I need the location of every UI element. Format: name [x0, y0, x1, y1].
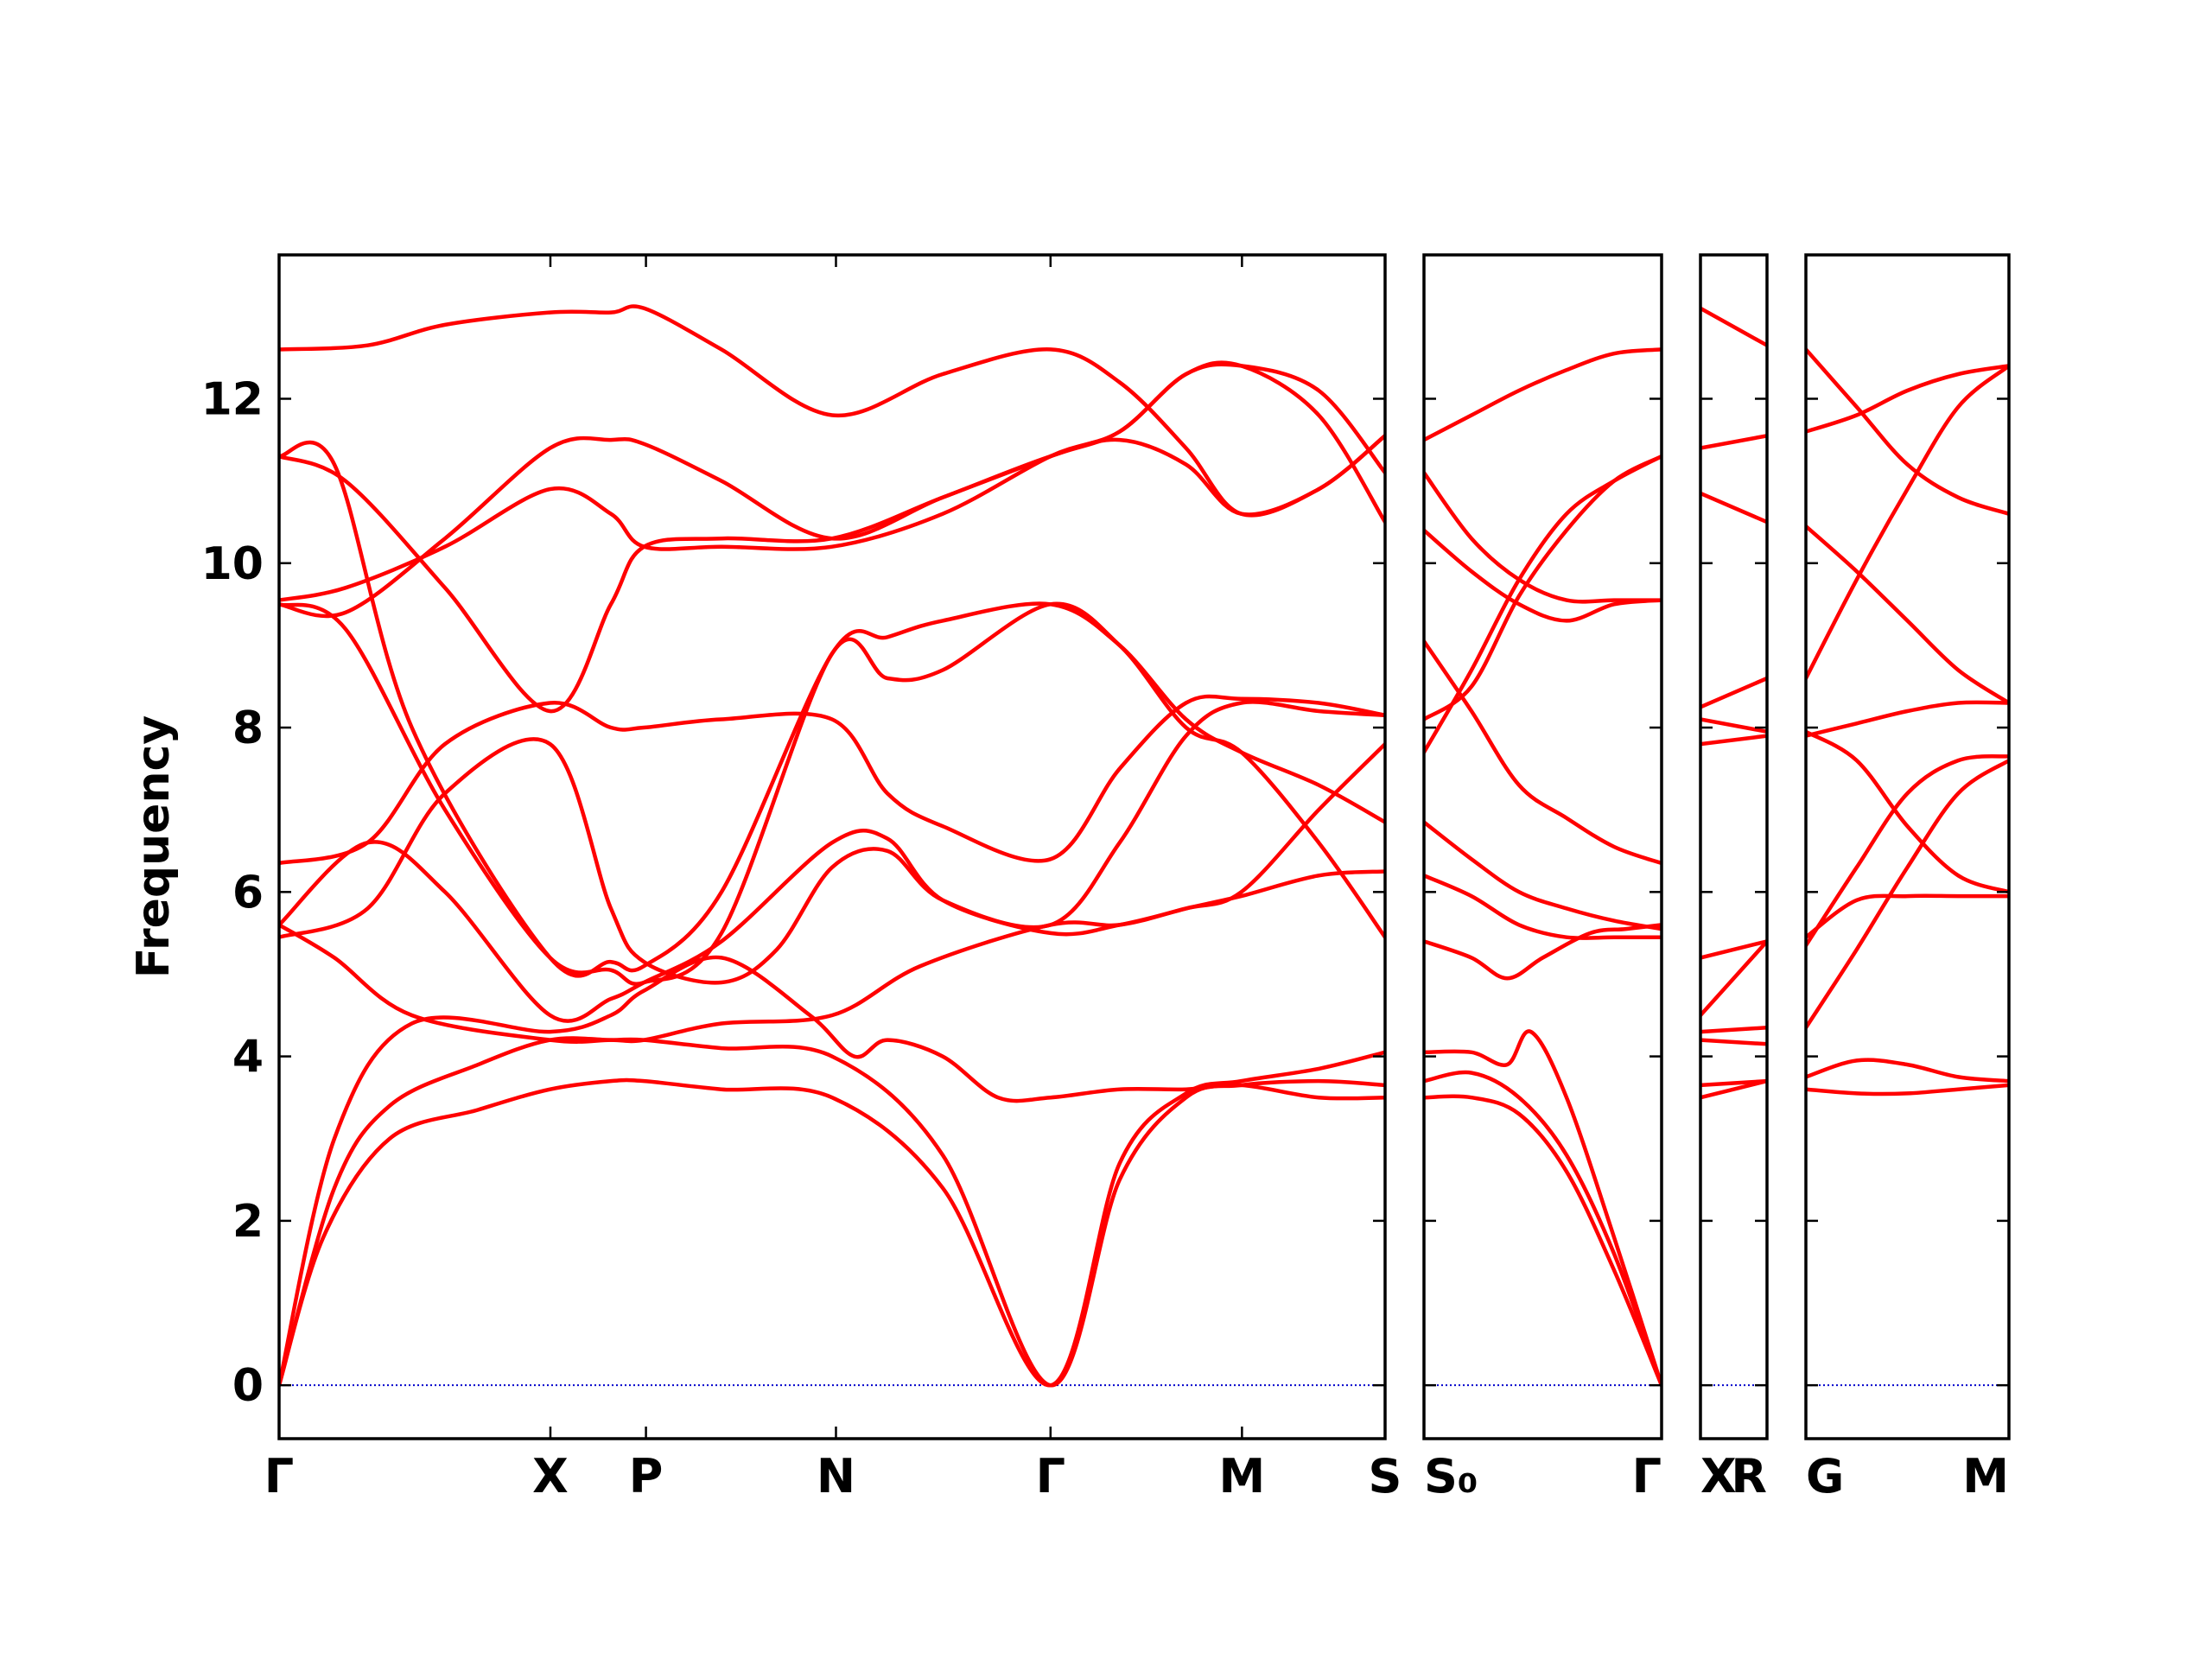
x-tick-label: X: [532, 1449, 569, 1503]
x-tick-label: S₀: [1424, 1449, 1478, 1503]
phonon-band-2: [1700, 1078, 1767, 1088]
phonon-band-4: [1806, 754, 2009, 948]
phonon-band-8: [1806, 364, 2009, 681]
phonon-band-10: [1806, 364, 2009, 434]
phonon-band-11: [279, 434, 1385, 714]
phonon-band-12: [1700, 306, 1767, 347]
band-group: [1806, 347, 2009, 1096]
phonon-band-10: [1700, 491, 1767, 524]
band-group: [1700, 306, 1767, 1100]
phonon-band-8: [1424, 454, 1662, 721]
y-tick-label: 4: [232, 1032, 264, 1084]
phonon-band-1: [1700, 1078, 1767, 1100]
phonon-band-6: [1424, 820, 1662, 931]
phonon-band-6: [279, 741, 1385, 1023]
phonon-band-5: [1424, 874, 1662, 940]
phonon-band-9: [1700, 676, 1767, 709]
x-tick-label: Γ: [264, 1449, 294, 1503]
panel-frame: [277, 253, 1387, 1440]
y-tick-label: 2: [232, 1196, 264, 1248]
band-group: [1424, 347, 1662, 1388]
phonon-band-11: [1700, 434, 1767, 450]
phonon-band-3: [1700, 1038, 1767, 1046]
x-tick-label: Γ: [1036, 1449, 1065, 1503]
x-tick-label: Γ: [1632, 1449, 1662, 1503]
phonon-band-10: [279, 360, 1385, 602]
phonon-band-3: [1806, 758, 2009, 1030]
phonon-band-12: [1424, 347, 1662, 442]
y-tick-label: 0: [232, 1360, 264, 1412]
x-tick-label: G: [1806, 1449, 1844, 1503]
phonon-band-9: [1424, 639, 1662, 866]
phonon-band-1: [1424, 1094, 1662, 1388]
phonon-band-7: [1806, 700, 2009, 738]
phonon-band-7: [1700, 734, 1767, 747]
phonon-band-12: [279, 362, 1385, 619]
panel-frame: [1699, 253, 1769, 1440]
phonon-band-2: [1806, 1058, 2009, 1084]
phonon-band-9: [1806, 524, 2009, 705]
phonon-band-8: [1700, 717, 1767, 734]
y-tick-label: 6: [232, 867, 264, 918]
x-tick-label: M: [1218, 1449, 1265, 1503]
x-tick-label: S: [1369, 1449, 1402, 1503]
phonon-band-2: [1424, 1070, 1662, 1388]
x-tick-label: M: [1962, 1449, 2009, 1503]
panel-3: XR: [1699, 253, 1769, 1503]
phonon-band-3: [1424, 1029, 1662, 1388]
phonon-band-10: [1424, 528, 1662, 623]
panel-2: S₀ Γ: [1422, 253, 1663, 1503]
y-axis-label: Frequency: [128, 715, 180, 978]
x-tick-label: P: [629, 1449, 664, 1503]
x-tick-label: N: [817, 1449, 855, 1503]
panel-frame: [1804, 253, 2011, 1440]
x-tick-label: R: [1731, 1449, 1767, 1503]
phonon-band-11: [1424, 470, 1662, 604]
phonon-band-3: [279, 955, 1385, 1388]
panel-frame: [1422, 253, 1663, 1440]
y-tick-label: 8: [232, 702, 264, 754]
phonon-band-1: [1806, 1083, 2009, 1096]
phonon-band-5: [1700, 939, 1767, 1018]
phonon-band-4: [1424, 923, 1662, 981]
phonon-band-6: [1806, 729, 2009, 894]
y-tick-label: 12: [201, 373, 264, 425]
phonon-band-2: [279, 1050, 1385, 1388]
phonon-band-5: [279, 700, 1385, 985]
phonon-band-9: [279, 440, 1385, 978]
phonon-band-5: [1806, 893, 2009, 939]
phonon-band-4: [1700, 1026, 1767, 1034]
phonon-band-11: [1806, 347, 2009, 516]
phonon-band-7: [279, 694, 1385, 866]
phonon-band-1: [279, 1036, 1385, 1388]
phonon-band-6: [1700, 939, 1767, 960]
x-tick-label: X: [1700, 1449, 1737, 1503]
band-group: [279, 304, 1385, 1388]
panel-1: 0 2 4 6 8 10 12 Γ X P N Γ M S: [201, 253, 1402, 1503]
phonon-band-13: [279, 304, 1385, 518]
y-tick-label: 10: [201, 538, 264, 590]
